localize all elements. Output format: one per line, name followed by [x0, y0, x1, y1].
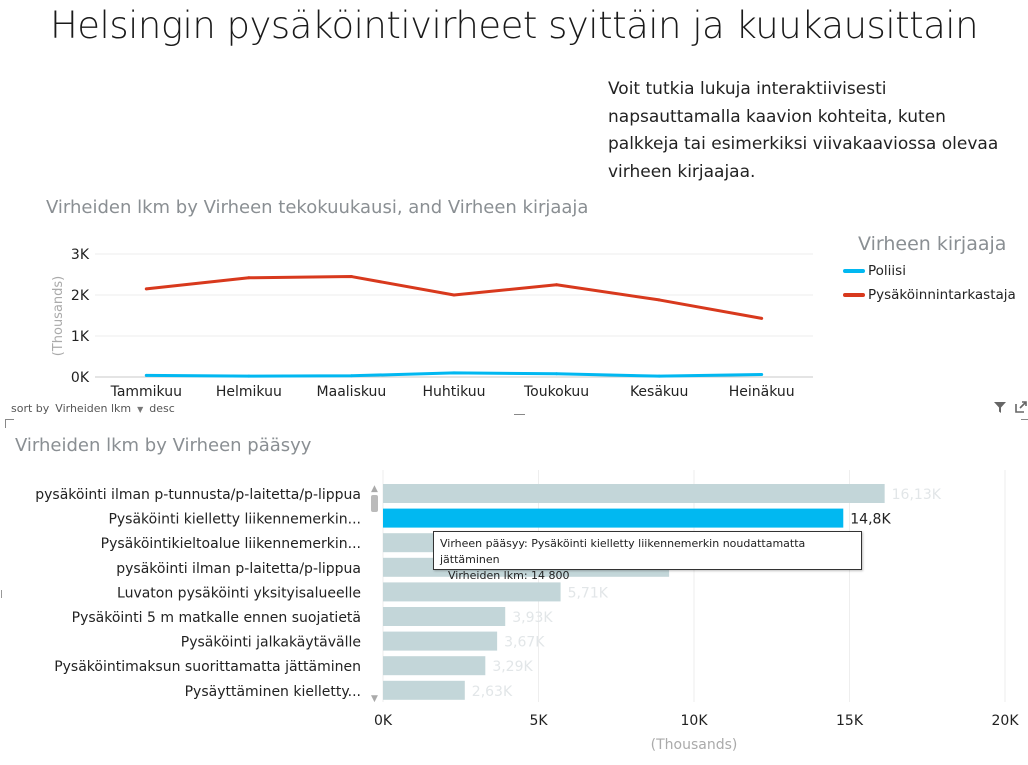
x-tick-label: Tammikuu [110, 384, 182, 400]
data-point [144, 287, 148, 291]
data-label: 3,29K [492, 659, 533, 675]
legend-label-poliisi: Poliisi [868, 263, 906, 279]
data-point [349, 275, 353, 279]
data-point [555, 283, 559, 287]
category-label: Pysäköinti kielletty liikennemerkin... [108, 512, 361, 528]
bar [383, 607, 506, 626]
series-line-pysakoinnintarkastaja [146, 275, 762, 320]
bar [383, 582, 561, 602]
x-tick-label: 20K [992, 713, 1020, 729]
sort-prefix: sort by [11, 402, 50, 415]
y-axis-label: (Thousands) [51, 276, 66, 357]
line-chart-title: Virheiden lkm by Virheen tekokuukausi, a… [46, 197, 589, 218]
data-label: 3,93K [512, 610, 553, 626]
x-tick-label: Toukokuu [523, 384, 589, 400]
data-label: 14,8K [850, 512, 891, 528]
visual-corner-marker [5, 419, 14, 428]
intro-text: Voit tutkia lukuja interaktiivisesti nap… [608, 79, 999, 182]
x-tick-label: 10K [681, 713, 709, 729]
data-point [247, 374, 251, 378]
bar-chart-title: Virheiden lkm by Virheen pääsyy [15, 435, 312, 456]
visual-corner-marker [1021, 419, 1028, 428]
y-tick-label: 0K [71, 370, 90, 386]
line-legend-title: Virheen kirjaaja [858, 233, 1007, 255]
x-tick-label: 0K [374, 713, 393, 729]
edge-marker [1, 590, 2, 598]
category-label: Pysäköinti 5 m matkalle ennen suojatietä [72, 610, 361, 626]
y-tick-label: 1K [71, 329, 90, 345]
tooltip-line-2: Virheiden lkm: 14 800 [448, 569, 570, 582]
scroll-down-icon[interactable]: ▼ [371, 694, 378, 704]
legend-item-poliisi[interactable]: Poliisi [843, 263, 906, 279]
focus-mode-icon[interactable] [1014, 400, 1028, 414]
scrollbar-thumb[interactable] [371, 495, 378, 512]
x-tick-label: Heinäkuu [729, 384, 795, 400]
data-point [760, 373, 764, 377]
data-label: 16,13K [892, 487, 942, 503]
x-tick-label: 15K [836, 713, 864, 729]
legend-swatch-pysakoinnintarkastaja [843, 293, 865, 297]
data-point [452, 371, 456, 375]
category-label: pysäköinti ilman p-tunnusta/p-laitetta/p… [35, 487, 361, 503]
x-tick-label: 5K [529, 713, 548, 729]
chevron-down-icon[interactable]: ▼ [137, 405, 144, 414]
bar-chart[interactable]: 0K 5K 10K 15K 20K (Thousands) pysäköinti ilman… [0, 470, 1028, 760]
x-tick-label: Kesäkuu [630, 384, 688, 400]
page-title: Helsingin pysäköintivirheet syittäin ja … [49, 4, 979, 47]
data-point [760, 316, 764, 320]
category-label: Luvaton pysäköinti yksityisalueelle [117, 585, 361, 601]
data-point [247, 276, 251, 280]
x-tick-label: Huhtikuu [422, 384, 485, 400]
bar [383, 680, 465, 700]
data-label: 5,71K [568, 585, 609, 601]
bar [383, 656, 486, 676]
y-tick-label: 3K [71, 247, 90, 263]
category-label: pysäköinti ilman p-laitetta/p-lippua [116, 561, 361, 577]
legend-item-pysakoinnintarkastaja[interactable]: Pysäköinnintarkastaja [843, 287, 1016, 303]
x-tick-label: Maaliskuu [317, 384, 387, 400]
tooltip: Virheen pääsyy: Pysäköinti kielletty lii… [433, 531, 862, 582]
y-tick-label: 2K [71, 288, 90, 304]
sort-order[interactable]: desc [149, 402, 175, 415]
resize-handle[interactable] [514, 414, 525, 415]
legend-label-pysakoinnintarkastaja: Pysäköinnintarkastaja [868, 287, 1016, 303]
line-chart[interactable]: 0K 1K 2K 3K (Thousands) Tammikuu Helmikuu Maali… [0, 230, 830, 410]
bar [383, 631, 498, 651]
data-label: 3,67K [504, 635, 545, 651]
bar [383, 484, 885, 503]
legend-swatch-poliisi [843, 269, 865, 273]
sort-bar[interactable]: sort by Virheiden lkm ▼ desc [11, 402, 181, 415]
data-point [349, 374, 353, 378]
category-label: Pysäyttäminen kielletty... [185, 684, 361, 700]
data-point [144, 373, 148, 377]
data-point [657, 298, 661, 302]
x-axis-label: (Thousands) [651, 737, 738, 753]
tooltip-line-1: Virheen pääsyy: Pysäköinti kielletty lii… [440, 537, 806, 566]
category-label: Pysäköinti jalkakäytävälle [181, 635, 361, 651]
data-label: 2,63K [472, 684, 513, 700]
filter-icon[interactable] [993, 401, 1007, 414]
data-point [657, 374, 661, 378]
category-label: Pysäköintimaksun suorittamatta jättämine… [54, 659, 361, 675]
data-point [452, 293, 456, 297]
sort-field[interactable]: Virheiden lkm [55, 402, 132, 415]
scroll-up-icon[interactable]: ▲ [371, 484, 378, 494]
x-tick-label: Helmikuu [216, 384, 282, 400]
category-label: Pysäköintikieltoalue liikennemerkin... [101, 536, 361, 552]
bar [383, 508, 844, 528]
data-point [555, 372, 559, 376]
